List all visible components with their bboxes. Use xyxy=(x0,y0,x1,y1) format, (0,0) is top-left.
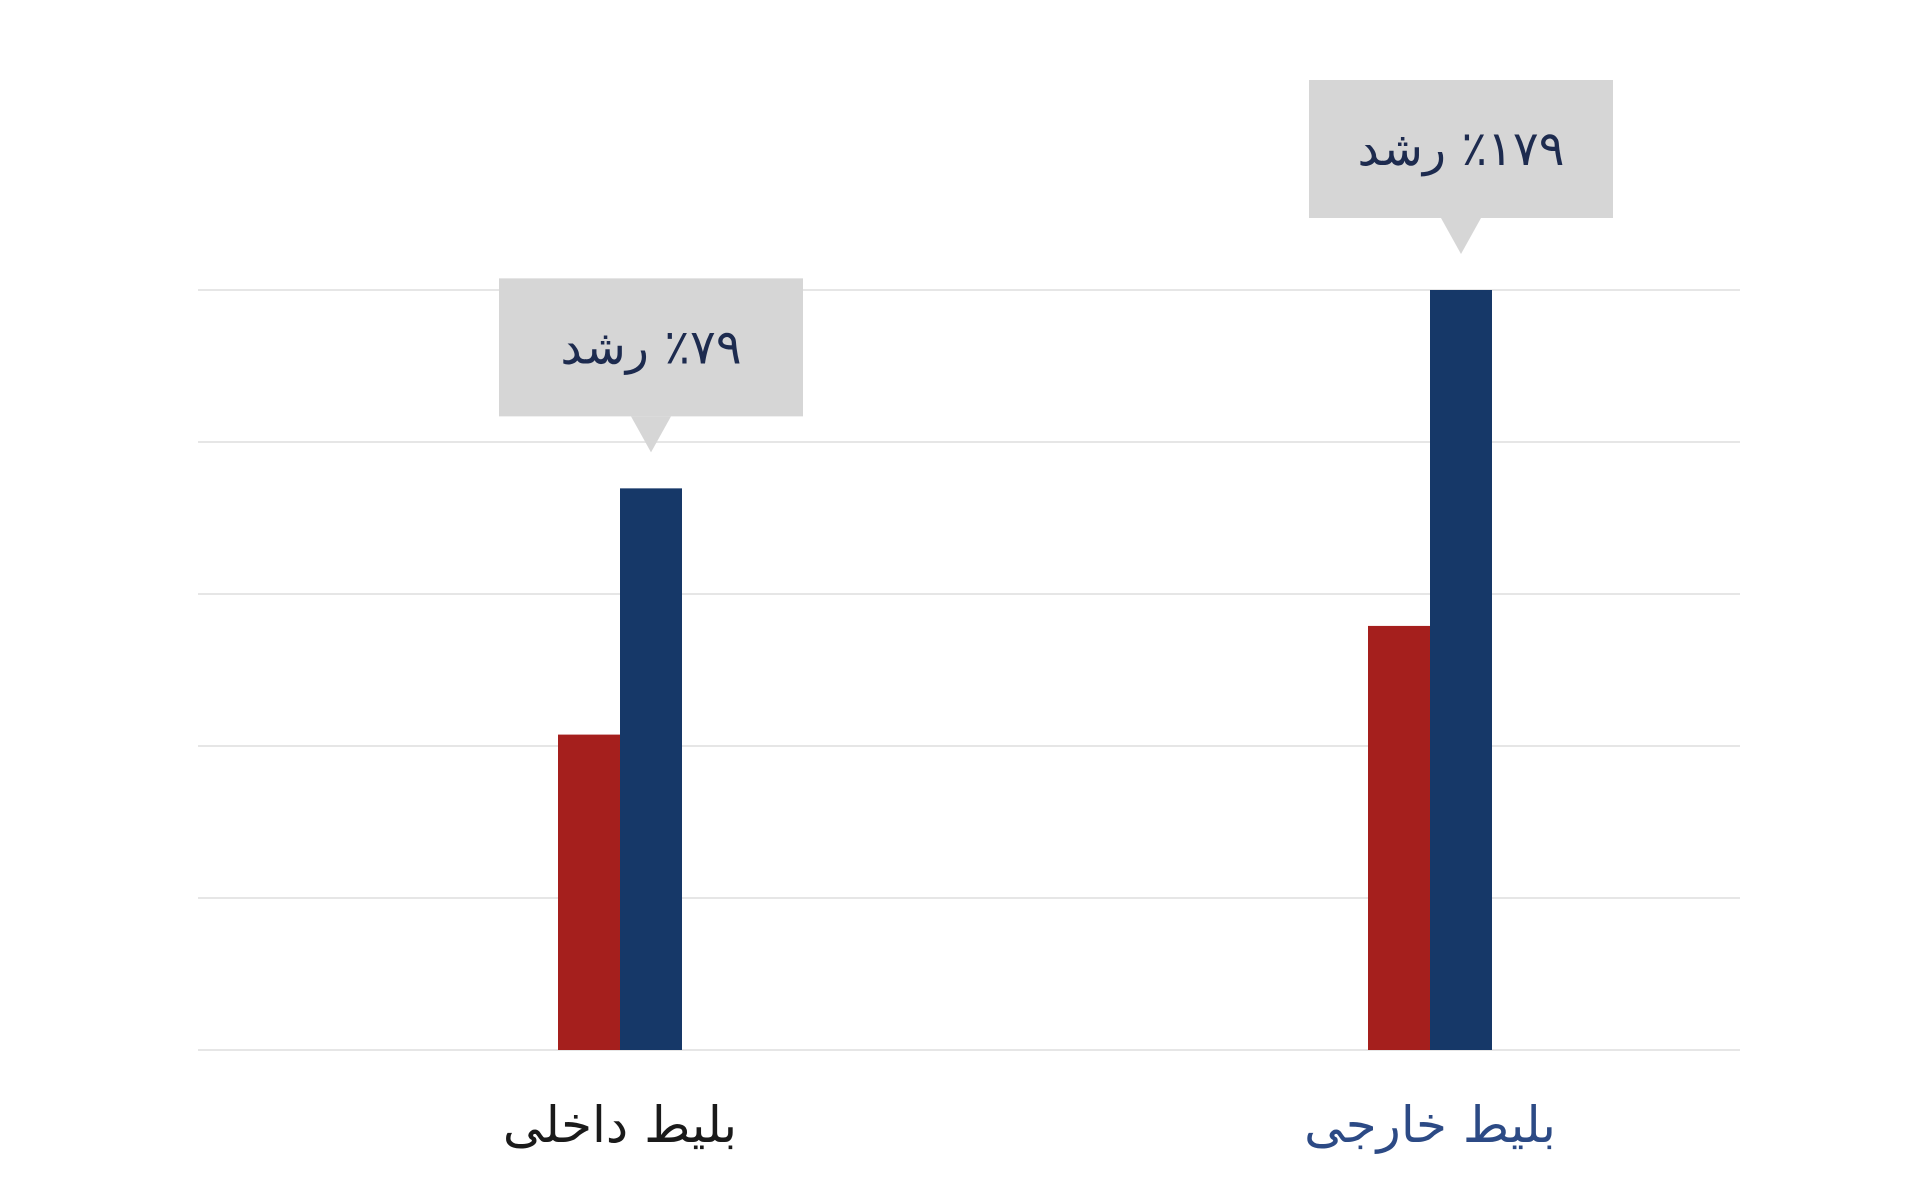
growth-callouts: ٪۷۹ رشد ٪۱۷۹ رشد xyxy=(499,80,1613,453)
callout-pointer xyxy=(1441,218,1481,254)
callout-box xyxy=(1309,80,1613,218)
gridlines xyxy=(198,289,1740,1051)
callout-label: ٪۱۷۹ رشد xyxy=(1358,121,1565,177)
category-label-0: بلیط داخلی xyxy=(503,1096,737,1154)
callout-pointer xyxy=(631,416,671,453)
growth-callout-1: ٪۱۷۹ رشد xyxy=(1309,80,1613,254)
category-labels: بلیط داخلی بلیط خارجی xyxy=(503,1096,1556,1154)
category-label-1: بلیط خارجی xyxy=(1304,1096,1556,1154)
bar-1-series-1 xyxy=(1430,290,1492,1050)
callout-label: ٪۷۹ رشد xyxy=(560,319,741,375)
bar-1-series-0 xyxy=(1368,625,1430,1050)
bars xyxy=(558,290,1492,1050)
growth-callout-0: ٪۷۹ رشد xyxy=(499,278,803,453)
bar-0-series-0 xyxy=(558,734,620,1050)
bar-0-series-1 xyxy=(620,488,682,1050)
callout-box xyxy=(499,278,803,417)
